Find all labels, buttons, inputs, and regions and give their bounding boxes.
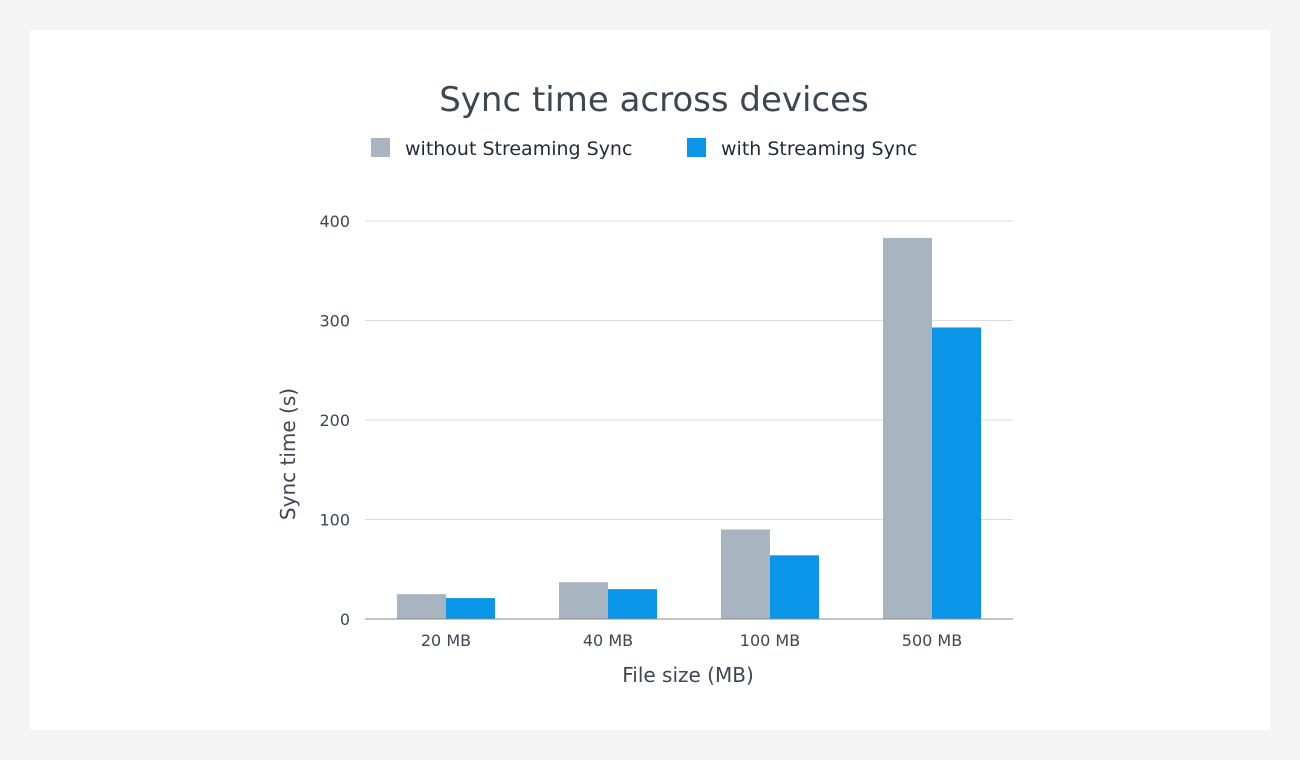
- bars: [397, 237, 981, 620]
- x-tick-label: 20 MB: [421, 631, 471, 650]
- bar-without-0: [397, 594, 446, 619]
- x-axis-ticks: 20 MB 40 MB 100 MB 500 MB: [421, 631, 962, 650]
- y-axis-title: Sync time (s): [276, 388, 300, 520]
- x-tick-label: 40 MB: [583, 631, 633, 650]
- y-tick-label: 0: [340, 610, 350, 629]
- y-tick-label: 200: [319, 411, 350, 430]
- legend-swatch-with: [687, 138, 706, 157]
- bar-with-3: [932, 327, 981, 619]
- legend-swatch-without: [371, 138, 390, 157]
- bar-with-1: [608, 589, 657, 619]
- bar-with-0: [446, 598, 495, 619]
- y-tick-label: 300: [319, 312, 350, 331]
- y-tick-label: 400: [319, 212, 350, 231]
- bar-with-2: [770, 555, 819, 619]
- x-tick-label: 100 MB: [740, 631, 800, 650]
- chart-title: Sync time across devices: [439, 80, 869, 120]
- chart-card: Sync time across devices without Streami…: [30, 30, 1270, 730]
- x-axis-title: File size (MB): [622, 663, 754, 687]
- y-axis-ticks: 0 100 200 300 400: [319, 212, 350, 629]
- legend: without Streaming Sync with Streaming Sy…: [371, 138, 917, 160]
- y-tick-label: 100: [319, 511, 350, 530]
- bar-without-2: [721, 529, 770, 619]
- legend-label-without: without Streaming Sync: [405, 138, 632, 160]
- bar-chart: Sync time across devices without Streami…: [276, 80, 1013, 687]
- bar-without-1: [559, 582, 608, 619]
- bar-without-3: [883, 237, 932, 620]
- x-tick-label: 500 MB: [902, 631, 962, 650]
- legend-label-with: with Streaming Sync: [721, 138, 917, 160]
